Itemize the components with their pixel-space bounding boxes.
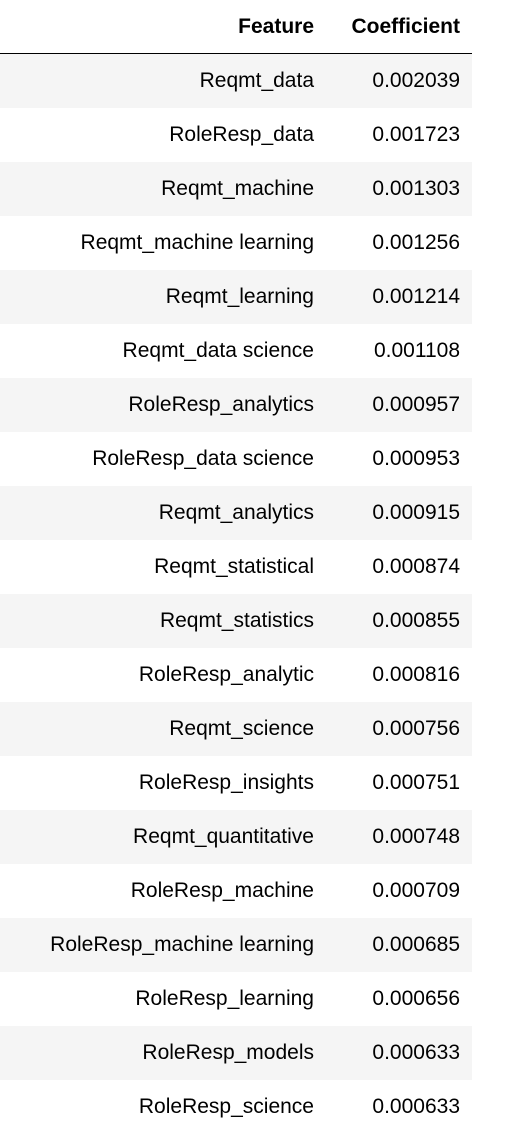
table-row: Reqmt_data 0.002039	[0, 53, 472, 108]
coefficient-cell: 0.000855	[326, 594, 472, 648]
feature-cell: Reqmt_science	[0, 702, 326, 756]
feature-cell: Reqmt_data	[0, 53, 326, 108]
coefficient-cell: 0.001723	[326, 108, 472, 162]
feature-cell: Reqmt_data science	[0, 324, 326, 378]
coefficient-cell: 0.000633	[326, 1026, 472, 1080]
table-row: RoleResp_data science 0.000953	[0, 432, 472, 486]
coefficient-cell: 0.001256	[326, 216, 472, 270]
header-feature: Feature	[0, 0, 326, 54]
feature-cell: RoleResp_machine learning	[0, 918, 326, 972]
feature-cell: Reqmt_statistical	[0, 540, 326, 594]
coefficient-cell: 0.000685	[326, 918, 472, 972]
coefficient-cell: 0.002039	[326, 53, 472, 108]
coefficient-cell: 0.001303	[326, 162, 472, 216]
coefficient-cell: 0.000751	[326, 756, 472, 810]
table-row: Reqmt_learning 0.001214	[0, 270, 472, 324]
coefficient-cell: 0.000953	[326, 432, 472, 486]
coefficient-table: Feature Coefficient Reqmt_data 0.002039 …	[0, 0, 472, 1134]
feature-cell: RoleResp_models	[0, 1026, 326, 1080]
table-row: RoleResp_learning 0.000656	[0, 972, 472, 1026]
feature-cell: RoleResp_learning	[0, 972, 326, 1026]
table-row: Reqmt_statistics 0.000855	[0, 594, 472, 648]
table-header: Feature Coefficient	[0, 0, 472, 54]
feature-cell: RoleResp_insights	[0, 756, 326, 810]
feature-cell: Reqmt_analytics	[0, 486, 326, 540]
feature-cell: Reqmt_statistics	[0, 594, 326, 648]
coefficient-cell: 0.000633	[326, 1080, 472, 1134]
table-row: Reqmt_machine 0.001303	[0, 162, 472, 216]
table-row: RoleResp_data 0.001723	[0, 108, 472, 162]
table-row: Reqmt_data science 0.001108	[0, 324, 472, 378]
feature-cell: RoleResp_machine	[0, 864, 326, 918]
table-row: Reqmt_quantitative 0.000748	[0, 810, 472, 864]
feature-cell: RoleResp_data	[0, 108, 326, 162]
header-coefficient: Coefficient	[326, 0, 472, 54]
coefficient-cell: 0.000756	[326, 702, 472, 756]
feature-cell: Reqmt_learning	[0, 270, 326, 324]
table-row: Reqmt_science 0.000756	[0, 702, 472, 756]
coefficient-cell: 0.000748	[326, 810, 472, 864]
coefficient-cell: 0.000816	[326, 648, 472, 702]
feature-cell: RoleResp_data science	[0, 432, 326, 486]
table-body: Reqmt_data 0.002039 RoleResp_data 0.0017…	[0, 53, 472, 1134]
table-row: RoleResp_analytics 0.000957	[0, 378, 472, 432]
feature-cell: Reqmt_machine learning	[0, 216, 326, 270]
table-row: RoleResp_analytic 0.000816	[0, 648, 472, 702]
coefficient-cell: 0.000709	[326, 864, 472, 918]
table-row: RoleResp_models 0.000633	[0, 1026, 472, 1080]
coefficient-cell: 0.000915	[326, 486, 472, 540]
feature-cell: Reqmt_quantitative	[0, 810, 326, 864]
feature-cell: Reqmt_machine	[0, 162, 326, 216]
feature-cell: RoleResp_analytic	[0, 648, 326, 702]
coefficient-cell: 0.000656	[326, 972, 472, 1026]
coefficient-table-container: Feature Coefficient Reqmt_data 0.002039 …	[0, 0, 472, 1134]
table-row: Reqmt_machine learning 0.001256	[0, 216, 472, 270]
table-row: RoleResp_machine learning 0.000685	[0, 918, 472, 972]
feature-cell: RoleResp_analytics	[0, 378, 326, 432]
feature-cell: RoleResp_science	[0, 1080, 326, 1134]
table-row: Reqmt_statistical 0.000874	[0, 540, 472, 594]
table-row: RoleResp_machine 0.000709	[0, 864, 472, 918]
coefficient-cell: 0.001108	[326, 324, 472, 378]
coefficient-cell: 0.001214	[326, 270, 472, 324]
header-row: Feature Coefficient	[0, 0, 472, 54]
table-row: RoleResp_science 0.000633	[0, 1080, 472, 1134]
coefficient-cell: 0.000874	[326, 540, 472, 594]
table-row: Reqmt_analytics 0.000915	[0, 486, 472, 540]
table-row: RoleResp_insights 0.000751	[0, 756, 472, 810]
coefficient-cell: 0.000957	[326, 378, 472, 432]
